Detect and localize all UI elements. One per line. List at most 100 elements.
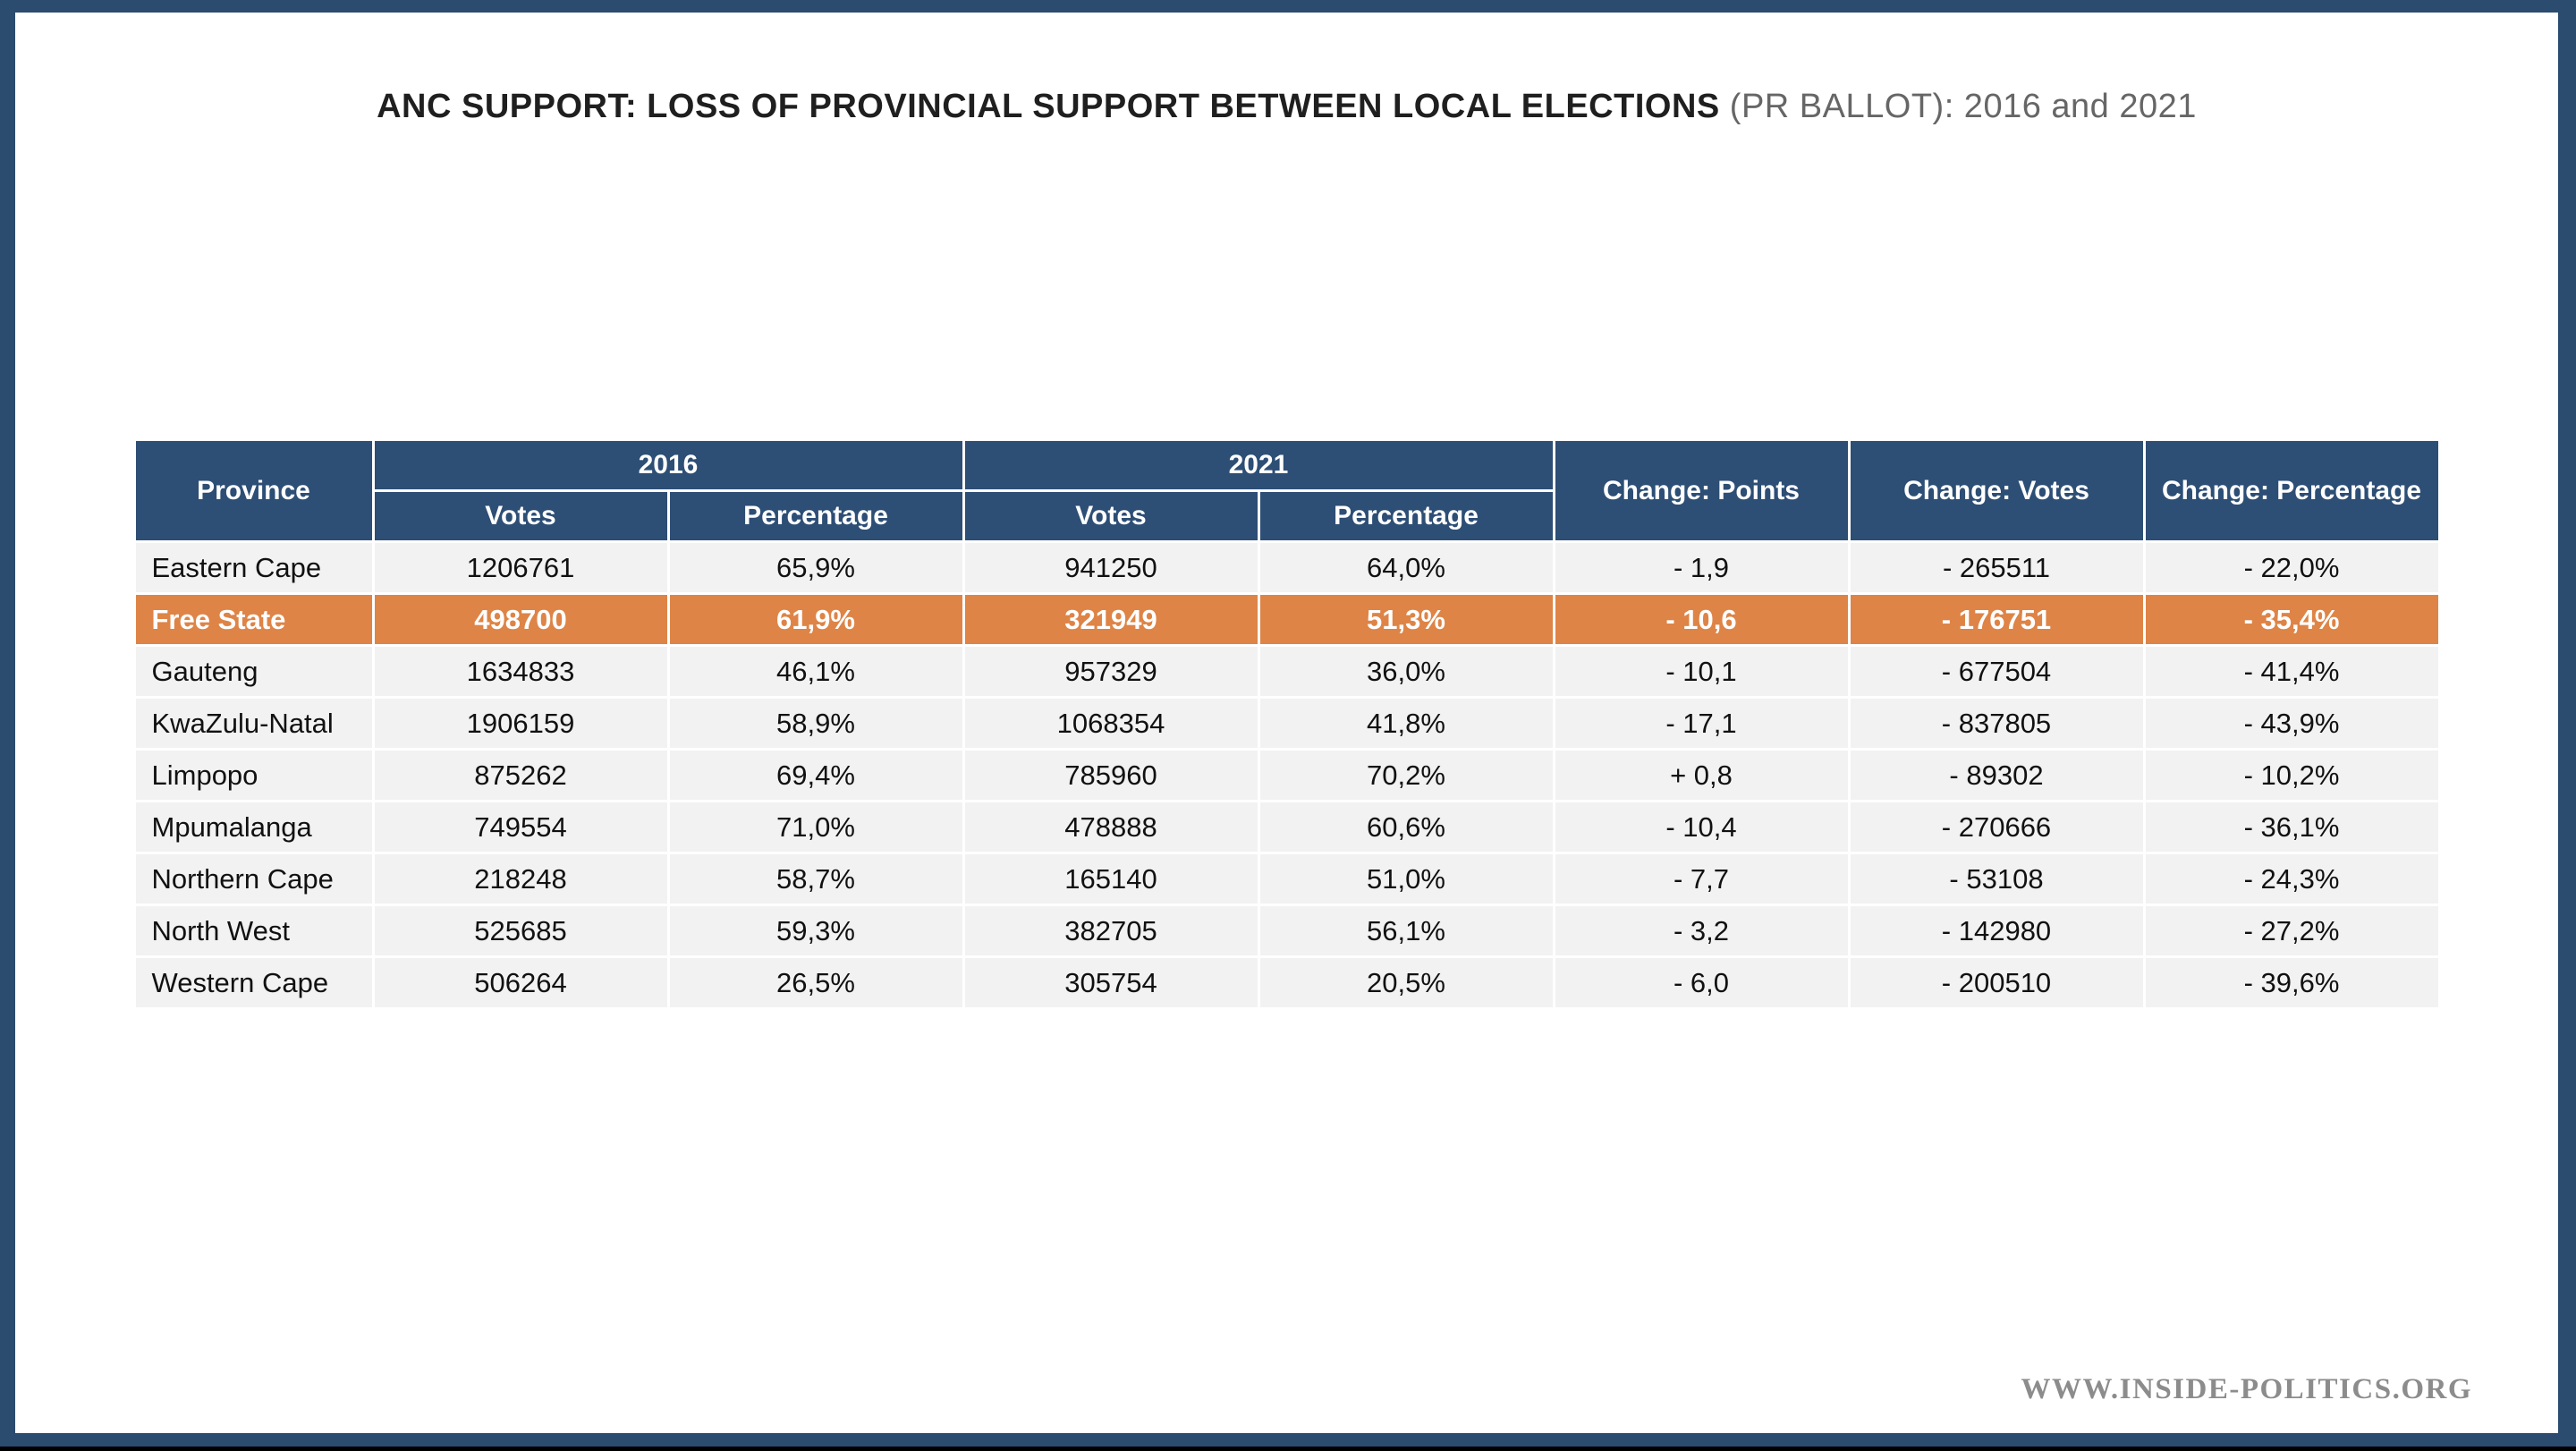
votes-2021-cell: 941250 bbox=[962, 540, 1260, 595]
table-row: North West 525685 59,3% 382705 56,1% - 3… bbox=[132, 904, 2441, 958]
votes-2021-cell: 165140 bbox=[962, 852, 1260, 906]
page-title: ANC SUPPORT: LOSS OF PROVINCIAL SUPPORT … bbox=[15, 88, 2558, 126]
percentage-2021-cell: 51,3% bbox=[1257, 592, 1555, 647]
table-container: Province 2016 2021 Change: Points Change… bbox=[15, 438, 2558, 1010]
votes-2016-cell: 498700 bbox=[371, 592, 670, 647]
votes-2016-cell: 1634833 bbox=[371, 644, 670, 699]
change-points-cell: - 10,6 bbox=[1552, 592, 1851, 647]
col-subheader-votes-2021: Votes bbox=[962, 489, 1260, 543]
province-cell: Gauteng bbox=[132, 644, 375, 699]
table-header-group-row: Province 2016 2021 Change: Points Change… bbox=[132, 438, 2441, 543]
change-votes-cell: - 837805 bbox=[1847, 696, 2146, 751]
votes-2016-cell: 506264 bbox=[371, 955, 670, 1010]
votes-2016-cell: 875262 bbox=[371, 748, 670, 802]
change-percentage-cell: - 36,1% bbox=[2142, 800, 2441, 854]
change-votes-cell: - 677504 bbox=[1847, 644, 2146, 699]
percentage-2016-cell: 46,1% bbox=[666, 644, 965, 699]
change-votes-cell: - 142980 bbox=[1847, 904, 2146, 958]
change-votes-cell: - 200510 bbox=[1847, 955, 2146, 1010]
votes-2021-cell: 957329 bbox=[962, 644, 1260, 699]
province-cell: Eastern Cape bbox=[132, 540, 375, 595]
table-header-sub-row: Votes Percentage Votes Percentage bbox=[134, 489, 2439, 543]
province-cell: Mpumalanga bbox=[132, 800, 375, 854]
percentage-2021-cell: 64,0% bbox=[1257, 540, 1555, 595]
province-cell: Northern Cape bbox=[132, 852, 375, 906]
votes-2021-cell: 478888 bbox=[962, 800, 1260, 854]
percentage-2021-cell: 51,0% bbox=[1257, 852, 1555, 906]
percentage-2016-cell: 61,9% bbox=[666, 592, 965, 647]
col-header-province: Province bbox=[132, 438, 375, 543]
change-votes-cell: - 176751 bbox=[1847, 592, 2146, 647]
bottom-black-bar bbox=[0, 1447, 2576, 1451]
col-header-change-points: Change: Points bbox=[1552, 438, 1851, 543]
change-points-cell: + 0,8 bbox=[1552, 748, 1851, 802]
change-votes-cell: - 270666 bbox=[1847, 800, 2146, 854]
percentage-2021-cell: 60,6% bbox=[1257, 800, 1555, 854]
percentage-2016-cell: 58,9% bbox=[666, 696, 965, 751]
table-row: Mpumalanga 749554 71,0% 478888 60,6% - 1… bbox=[132, 800, 2441, 854]
percentage-2016-cell: 71,0% bbox=[666, 800, 965, 854]
watermark-text: WWW.INSIDE-POLITICS.ORG bbox=[2021, 1373, 2472, 1405]
change-percentage-cell: - 24,3% bbox=[2142, 852, 2441, 906]
data-table: Province 2016 2021 Change: Points Change… bbox=[132, 438, 2441, 1010]
change-points-cell: - 6,0 bbox=[1552, 955, 1851, 1010]
change-percentage-cell: - 10,2% bbox=[2142, 748, 2441, 802]
col-header-change-percentage: Change: Percentage bbox=[2142, 438, 2441, 543]
province-cell: Western Cape bbox=[132, 955, 375, 1010]
table-row: Free State 498700 61,9% 321949 51,3% - 1… bbox=[132, 592, 2441, 647]
col-subheader-percentage-2016: Percentage bbox=[666, 489, 965, 543]
table-row: Western Cape 506264 26,5% 305754 20,5% -… bbox=[132, 955, 2441, 1010]
votes-2021-cell: 321949 bbox=[962, 592, 1260, 647]
col-subheader-votes-2016: Votes bbox=[371, 489, 670, 543]
change-votes-cell: - 265511 bbox=[1847, 540, 2146, 595]
change-percentage-cell: - 39,6% bbox=[2142, 955, 2441, 1010]
table-row: Limpopo 875262 69,4% 785960 70,2% + 0,8 … bbox=[132, 748, 2441, 802]
change-votes-cell: - 89302 bbox=[1847, 748, 2146, 802]
change-percentage-cell: - 27,2% bbox=[2142, 904, 2441, 958]
votes-2016-cell: 525685 bbox=[371, 904, 670, 958]
percentage-2016-cell: 26,5% bbox=[666, 955, 965, 1010]
percentage-2016-cell: 58,7% bbox=[666, 852, 965, 906]
percentage-2021-cell: 41,8% bbox=[1257, 696, 1555, 751]
table-body: Eastern Cape 1206761 65,9% 941250 64,0% … bbox=[132, 540, 2441, 1010]
table-header: Province 2016 2021 Change: Points Change… bbox=[132, 438, 2441, 543]
col-group-2021: 2021 bbox=[962, 438, 1555, 492]
percentage-2021-cell: 56,1% bbox=[1257, 904, 1555, 958]
change-percentage-cell: - 41,4% bbox=[2142, 644, 2441, 699]
province-cell: Free State bbox=[132, 592, 375, 647]
change-points-cell: - 1,9 bbox=[1552, 540, 1851, 595]
change-votes-cell: - 53108 bbox=[1847, 852, 2146, 906]
table-row: Northern Cape 218248 58,7% 165140 51,0% … bbox=[132, 852, 2441, 906]
col-header-change-votes: Change: Votes bbox=[1847, 438, 2146, 543]
col-subheader-percentage-2021: Percentage bbox=[1257, 489, 1555, 543]
votes-2016-cell: 218248 bbox=[371, 852, 670, 906]
change-points-cell: - 3,2 bbox=[1552, 904, 1851, 958]
votes-2016-cell: 1906159 bbox=[371, 696, 670, 751]
percentage-2021-cell: 36,0% bbox=[1257, 644, 1555, 699]
table-row: KwaZulu-Natal 1906159 58,9% 1068354 41,8… bbox=[132, 696, 2441, 751]
percentage-2016-cell: 65,9% bbox=[666, 540, 965, 595]
change-percentage-cell: - 35,4% bbox=[2142, 592, 2441, 647]
change-points-cell: - 7,7 bbox=[1552, 852, 1851, 906]
table-row: Eastern Cape 1206761 65,9% 941250 64,0% … bbox=[132, 540, 2441, 595]
province-cell: KwaZulu-Natal bbox=[132, 696, 375, 751]
change-percentage-cell: - 22,0% bbox=[2142, 540, 2441, 595]
percentage-2021-cell: 70,2% bbox=[1257, 748, 1555, 802]
percentage-2021-cell: 20,5% bbox=[1257, 955, 1555, 1010]
table-row: Gauteng 1634833 46,1% 957329 36,0% - 10,… bbox=[132, 644, 2441, 699]
page-title-main: ANC SUPPORT: LOSS OF PROVINCIAL SUPPORT … bbox=[377, 88, 1720, 125]
change-points-cell: - 10,1 bbox=[1552, 644, 1851, 699]
change-points-cell: - 10,4 bbox=[1552, 800, 1851, 854]
votes-2016-cell: 749554 bbox=[371, 800, 670, 854]
province-cell: North West bbox=[132, 904, 375, 958]
percentage-2016-cell: 69,4% bbox=[666, 748, 965, 802]
votes-2016-cell: 1206761 bbox=[371, 540, 670, 595]
votes-2021-cell: 785960 bbox=[962, 748, 1260, 802]
votes-2021-cell: 1068354 bbox=[962, 696, 1260, 751]
col-group-2016: 2016 bbox=[371, 438, 965, 492]
content-area: ANC SUPPORT: LOSS OF PROVINCIAL SUPPORT … bbox=[15, 13, 2558, 1433]
province-cell: Limpopo bbox=[132, 748, 375, 802]
page-title-suffix: (PR BALLOT): 2016 and 2021 bbox=[1719, 88, 2197, 125]
change-percentage-cell: - 43,9% bbox=[2142, 696, 2441, 751]
